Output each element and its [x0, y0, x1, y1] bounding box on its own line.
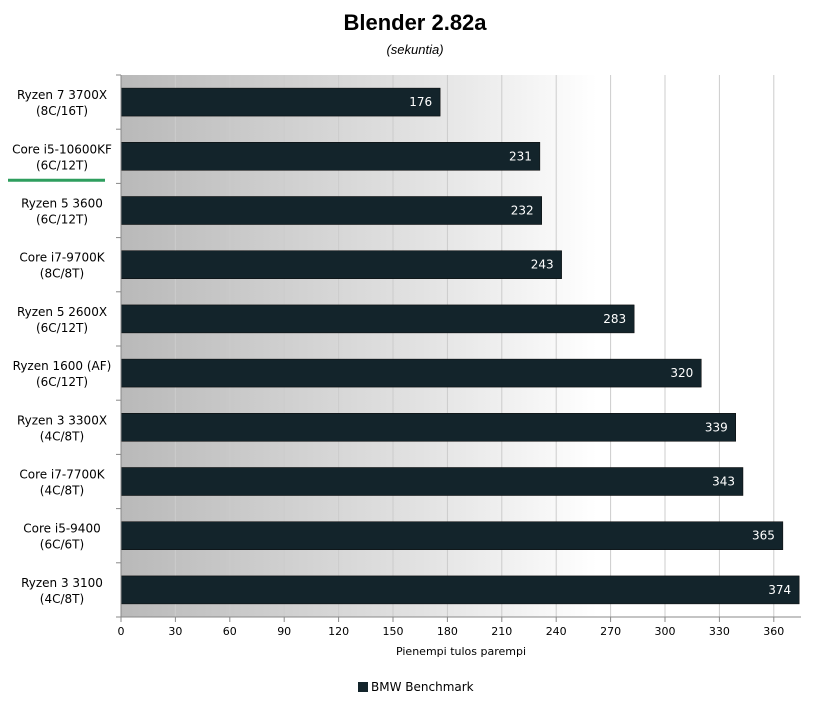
bar: [120, 304, 635, 334]
bar-value-label: 283: [603, 312, 626, 326]
category-label: Ryzen 1600 (AF): [13, 359, 112, 373]
category-label: Ryzen 3 3300X: [17, 413, 107, 427]
x-tick-label: 0: [118, 625, 125, 638]
x-tick-label: 330: [709, 625, 730, 638]
x-tick-label: 270: [600, 625, 621, 638]
bar: [120, 87, 441, 117]
category-sublabel: (8C/16T): [36, 104, 88, 118]
bar: [120, 413, 736, 442]
bar: [120, 196, 542, 225]
category-sublabel: (4C/8T): [40, 429, 84, 443]
bar-value-label: 339: [705, 420, 728, 434]
legend-label: BMW Benchmark: [371, 680, 474, 694]
bar-value-label: 343: [712, 475, 735, 489]
x-tick-label: 60: [223, 625, 237, 638]
category-label: Core i7-7700K: [19, 468, 105, 482]
category-sublabel: (6C/12T): [36, 321, 88, 335]
chart-title: Blender 2.82a: [343, 10, 487, 35]
x-tick-label: 120: [328, 625, 349, 638]
bar-value-label: 232: [511, 204, 534, 218]
bar: [120, 467, 744, 496]
x-tick-label: 240: [546, 625, 567, 638]
x-tick-label: 90: [277, 625, 291, 638]
bar: [120, 250, 562, 279]
category-sublabel: (6C/12T): [36, 213, 88, 227]
x-tick-label: 180: [437, 625, 458, 638]
category-sublabel: (4C/8T): [40, 592, 84, 606]
x-tick-label: 210: [491, 625, 512, 638]
bar: [120, 358, 702, 388]
category-sublabel: (8C/8T): [40, 267, 84, 281]
category-label: Ryzen 5 3600: [21, 197, 103, 211]
category-sublabel: (6C/6T): [40, 538, 84, 552]
chart-subtitle: (sekuntia): [386, 42, 444, 57]
category-label: Core i5-9400: [23, 522, 100, 536]
category-labels: Ryzen 7 3700X (8C/16T) Core i5-10600KF (6C/…: [8, 88, 112, 606]
bar-value-label: 231: [509, 149, 532, 163]
category-sublabel: (6C/12T): [36, 375, 88, 389]
bar: [120, 575, 800, 605]
axes: 0 30 60 90 120 150 180 210 240 270 300 330 360: [116, 74, 801, 638]
category-label: Ryzen 5 2600X: [17, 305, 107, 319]
category-label: Core i7-9700K: [19, 251, 105, 265]
bar-value-label: 320: [670, 366, 693, 380]
bar: [120, 142, 541, 171]
category-label: Ryzen 3 3100: [21, 576, 103, 590]
bar: [120, 521, 784, 550]
x-tick-label: 150: [383, 625, 404, 638]
x-tick-label: 30: [168, 625, 182, 638]
x-axis-label: Pienempi tulos parempi: [396, 645, 526, 658]
bar-value-label: 365: [752, 529, 775, 543]
bar-value-label: 243: [531, 258, 554, 272]
category-sublabel: (6C/12T): [36, 158, 88, 172]
bar-value-label: 176: [409, 95, 432, 109]
x-tick-label: 300: [655, 625, 676, 638]
legend-swatch: [358, 682, 368, 692]
bar-value-label: 374: [768, 583, 791, 597]
category-label: Core i5-10600KF: [12, 142, 112, 156]
x-tick-label: 360: [763, 625, 784, 638]
category-label: Ryzen 7 3700X: [17, 88, 107, 102]
category-sublabel: (4C/8T): [40, 484, 84, 498]
legend: BMW Benchmark: [358, 680, 474, 694]
